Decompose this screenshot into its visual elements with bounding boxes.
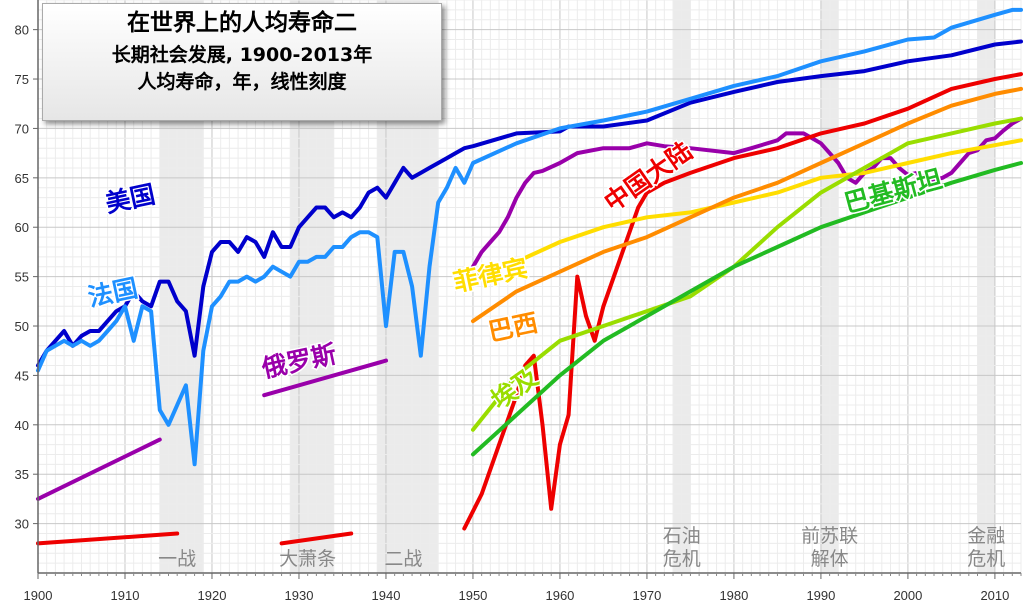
chart-unit-label: 人均寿命，年，线性刻度 [137,71,347,94]
series-line-1 [36,7,1023,467]
series-label-1: 法国 [85,273,140,312]
y-tick-label-8: 70 [15,121,29,136]
series-line-3-seg-2 [462,72,1023,531]
event-label-2-0: 二战 [384,548,422,570]
y-tick-label-4: 50 [15,319,29,334]
series-label-5: 巴西 [486,308,541,347]
event-label-4-1: 解体 [811,548,849,570]
y-tick-label-2: 40 [15,418,29,433]
y-tick-label-0: 30 [15,517,29,532]
x-tick-label-8: 1980 [719,588,748,603]
series-line-3-seg-0 [36,531,180,546]
series-line-2-seg-2 [471,116,1023,269]
series-line-4 [471,138,1023,279]
y-tick-label-10: 80 [15,23,29,38]
x-tick-label-4: 1940 [372,588,401,603]
series-lines [36,7,1023,546]
series-label-0: 美国 [103,180,158,219]
series-line-2-seg-1 [262,358,388,398]
event-label-3-1: 危机 [663,548,701,570]
title-box: 在世界上的人均寿命二 长期社会发展, 1900-2013年 人均寿命，年，线性刻… [42,3,442,121]
x-tick-label-10: 2000 [893,588,922,603]
x-tick-label-2: 1920 [198,588,227,603]
x-tick-label-5: 1950 [458,588,487,603]
chart-subtitle: 长期社会发展, 1900-2013年 [111,43,373,66]
series-line-3-seg-1 [279,531,354,546]
y-tick-label-6: 60 [15,220,29,235]
series-line-6 [471,116,1023,432]
event-label-3-0: 石油 [663,525,701,547]
event-label-0-0: 一战 [158,548,196,570]
x-tick-label-0: 1900 [24,588,53,603]
series-line-7 [471,161,1023,457]
axes: 1900 1910 1920 1930 1940 1950 1960 1970 1980 1990… [15,0,1022,603]
chart-title: 在世界上的人均寿命二 [127,10,357,36]
y-tick-label-7: 65 [15,171,29,186]
y-tick-label-5: 55 [15,270,29,285]
event-label-5-1: 危机 [967,548,1005,570]
y-tick-label-3: 45 [15,368,29,383]
series-line-2-seg-0 [36,437,162,501]
x-tick-label-3: 1930 [285,588,314,603]
event-label-5-0: 金融 [967,525,1005,547]
y-tick-label-9: 75 [15,72,29,87]
y-tick-label-1: 35 [15,467,29,482]
event-label-1-0: 大萧条 [279,548,336,570]
x-tick-label-11: 2010 [980,588,1009,603]
x-tick-label-1: 1910 [111,588,140,603]
event-label-4-0: 前苏联 [801,525,858,547]
x-tick-label-6: 1960 [545,588,574,603]
x-tick-label-7: 1970 [632,588,661,603]
series-line-5 [471,86,1023,324]
x-tick-label-9: 1990 [806,588,835,603]
